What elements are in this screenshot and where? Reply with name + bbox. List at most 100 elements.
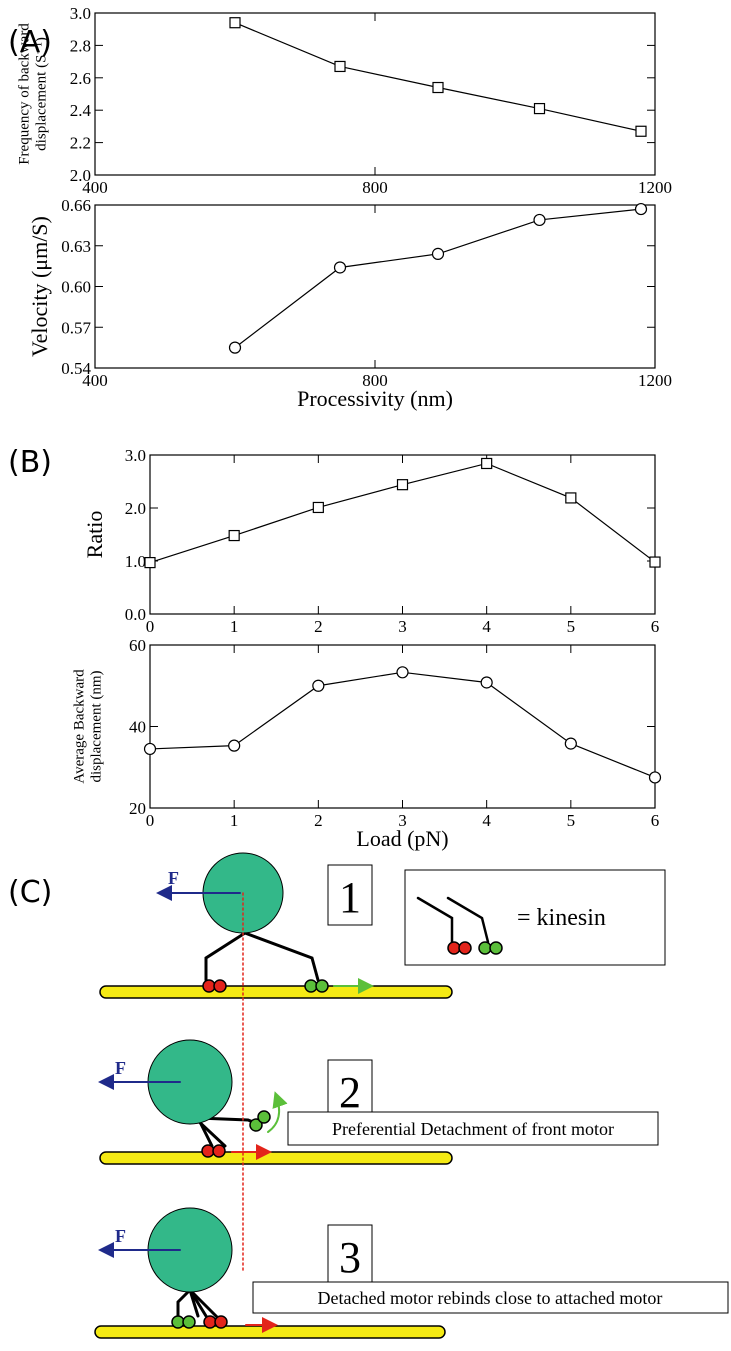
y-tick-label: 0.57 [61,318,91,337]
plot-frame [94,204,656,369]
x-tick-label: 4 [482,617,491,636]
marker [144,556,156,569]
x-tick-label: 3 [398,811,407,830]
kinesin-heads [447,941,503,955]
note: Preferential Detachment of front motor [332,1119,614,1139]
panel-label: (A) [8,25,52,60]
marker [635,125,647,137]
y-tick-label: 0.60 [61,278,91,297]
x-tick-label: 0 [146,811,155,830]
x-tick-label: 6 [651,811,660,830]
marker [228,529,240,542]
marker [312,501,324,514]
marker [312,679,325,692]
x-tick-label: 2 [314,811,323,830]
y-tick-label: 0.54 [61,359,91,378]
marker [228,341,242,354]
marker [228,739,241,752]
marker [334,60,346,73]
panel-label: (C) [8,875,52,910]
note: Detached motor rebinds close to attached… [318,1288,663,1308]
y-axis-label: Average Backward [72,669,88,784]
y-tick-label: 0.66 [61,196,91,215]
marker [143,742,157,756]
x-tick-label: 3 [398,617,407,636]
marker [480,676,493,689]
plot-frame [94,12,656,176]
marker [481,457,493,470]
x-tick-label: 800 [362,371,388,390]
x-tick-label: 1200 [638,371,672,390]
x-tick-label: 2 [314,617,323,636]
marker [565,492,577,504]
y-axis-label: displacement (S⁻¹) [34,37,50,151]
y-tick-label: 60 [129,636,146,655]
x-tick-label: 6 [651,617,660,636]
x-tick-label: 5 [567,811,576,830]
x-axis-label: Processivity (nm) [297,386,453,411]
force-label: F [168,868,179,888]
y-axis-label: Ratio [82,511,107,559]
boxes [252,864,729,1314]
force-arrows [98,885,241,1258]
force-label: F [115,1226,126,1246]
y-tick-label: 0.63 [61,237,91,256]
data-line [234,22,642,132]
y-tick-label: 2.8 [70,36,91,55]
kinesin-glyph [416,896,490,944]
step-number: 2 [339,1068,361,1117]
marker [649,556,661,568]
y-tick-label: 2.6 [70,69,91,88]
y-tick-label: 20 [129,799,146,818]
panel-label: (B) [8,445,52,480]
step-number: 3 [339,1233,361,1282]
microtubule [99,985,453,999]
motion-arrow [267,1091,288,1133]
y-tick-label: 2.0 [125,499,146,518]
x-tick-label: 1 [230,811,239,830]
y-tick-label: 2.4 [70,101,92,120]
marker [533,213,546,227]
y-axis-label: Velocity (μm/S) [27,216,52,357]
y-tick-label: 3.0 [125,446,146,465]
y-tick-label: 2.2 [70,134,91,153]
x-tick-label: 4 [482,811,491,830]
x-tick-label: 5 [567,617,576,636]
marker [333,261,347,274]
marker [229,17,241,29]
diagram: F F F 1 2 3 = kinesin Preferential Detac… [94,852,729,1339]
y-axis-label: Frequency of backward [17,23,33,165]
y-tick-label: 40 [129,718,146,737]
data-line [149,462,656,564]
plot-frame [149,454,656,615]
data-line [149,671,656,778]
data-line [234,208,642,349]
marker [634,202,648,216]
y-axis-label: displacement (nm) [89,670,105,782]
x-tick-label: 1200 [638,178,672,197]
x-axis-label: Load (pN) [356,826,448,851]
force-label: F [115,1058,126,1078]
legend-text: = kinesin [517,905,606,931]
x-tick-label: 400 [82,178,108,197]
y-tick-label: 1.0 [125,552,146,571]
microtubule [94,1325,446,1339]
x-tick-label: 1 [230,617,239,636]
step-number: 1 [339,873,361,922]
marker [564,737,577,750]
x-tick-label: 400 [82,371,108,390]
x-tick-label: 800 [362,178,388,197]
microtubule [99,1151,453,1165]
marker [648,771,662,784]
marker [533,102,546,115]
y-tick-label: 2.0 [70,166,91,185]
marker [396,479,409,491]
marker [431,247,445,260]
marker [432,81,444,94]
marker [396,666,409,679]
x-tick-label: 0 [146,617,155,636]
motor-heads [171,979,329,1329]
y-tick-label: 3.0 [70,4,91,23]
y-tick-label: 0.0 [125,605,146,624]
